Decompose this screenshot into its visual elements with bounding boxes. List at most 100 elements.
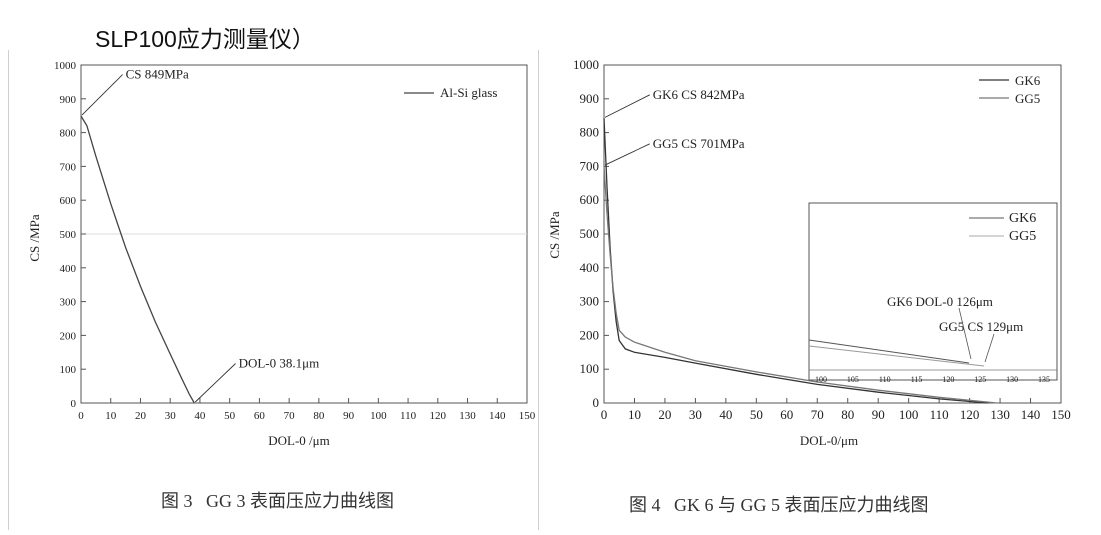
x-axis-label: DOL-0/μm bbox=[800, 433, 858, 448]
y-tick-label: 0 bbox=[71, 398, 77, 410]
y-tick-label: 400 bbox=[580, 260, 600, 275]
y-tick-label: 100 bbox=[60, 364, 77, 376]
x-tick-label: 10 bbox=[105, 410, 117, 422]
y-tick-label: 300 bbox=[60, 297, 77, 309]
annotations: CS 849MPa DOL-0 38.1μm bbox=[81, 67, 320, 403]
x-tick-label: 10 bbox=[628, 407, 641, 422]
figure-4-panel: 0 100 200 300 400 500 600 700 800 900 1000 0 10 20 30… bbox=[538, 50, 1084, 530]
y-axis-ticks: 0 100 200 300 400 500 600 700 800 900 1000 bbox=[573, 57, 609, 410]
annotation-arrow bbox=[604, 143, 650, 166]
x-tick-label: 40 bbox=[194, 410, 206, 422]
x-tick-label: 40 bbox=[719, 407, 732, 422]
annotations: GK6 CS 842MPa GG5 CS 701MPa bbox=[604, 87, 745, 166]
y-axis-label: CS /MPa bbox=[547, 211, 562, 259]
inset-legend-label: GK6 bbox=[1009, 211, 1036, 226]
y-tick-label: 200 bbox=[60, 330, 77, 342]
annotation-arrow bbox=[81, 74, 123, 116]
x-tick-label: 80 bbox=[841, 407, 854, 422]
inset-arrow bbox=[984, 333, 995, 363]
annotation-label: GK6 CS 842MPa bbox=[653, 87, 745, 102]
x-tick-label: 50 bbox=[750, 407, 763, 422]
x-tick-label: 20 bbox=[135, 410, 147, 422]
inset-x-tick-label: 110 bbox=[879, 375, 891, 384]
inset-line-gk6 bbox=[808, 339, 970, 364]
x-tick-label: 0 bbox=[601, 407, 608, 422]
x-tick-label: 80 bbox=[313, 410, 325, 422]
y-tick-label: 900 bbox=[60, 94, 77, 106]
legend-label: GG5 bbox=[1015, 91, 1040, 106]
annotation-arrow bbox=[604, 94, 650, 118]
series-lines bbox=[603, 118, 998, 404]
x-tick-label: 90 bbox=[872, 407, 885, 422]
x-tick-label: 60 bbox=[254, 410, 266, 422]
x-tick-label: 90 bbox=[343, 410, 355, 422]
inset-x-tick-label: 115 bbox=[911, 375, 923, 384]
x-tick-label: 120 bbox=[430, 410, 447, 422]
y-tick-label: 700 bbox=[580, 158, 600, 173]
y-tick-label: 800 bbox=[60, 128, 77, 140]
y-tick-label: 600 bbox=[580, 192, 600, 207]
x-tick-label: 30 bbox=[689, 407, 702, 422]
x-tick-label: 70 bbox=[811, 407, 824, 422]
figure-4-chart: 0 100 200 300 400 500 600 700 800 900 1000 0 10 20 30… bbox=[547, 57, 1071, 448]
inset-annotation: GK6 DOL-0 126μm bbox=[887, 294, 993, 309]
inset-x-tick-label: 130 bbox=[1006, 375, 1018, 384]
x-tick-label: 100 bbox=[370, 410, 387, 422]
inset-annotation: GG5 CS 129μm bbox=[939, 319, 1023, 334]
y-tick-label: 800 bbox=[580, 125, 600, 140]
annotation-label: CS 849MPa bbox=[126, 67, 189, 82]
y-tick-label: 400 bbox=[60, 263, 77, 275]
y-tick-label: 500 bbox=[60, 229, 77, 241]
figure-3-panel: 0 100 200 300 400 500 600 700 800 900 1000 0 10 20 30… bbox=[8, 50, 536, 530]
y-tick-label: 700 bbox=[60, 161, 77, 173]
x-tick-label: 110 bbox=[400, 410, 417, 422]
y-tick-label: 200 bbox=[580, 327, 600, 342]
y-tick-label: 1000 bbox=[54, 60, 77, 72]
x-tick-label: 30 bbox=[165, 410, 177, 422]
inset-arrow bbox=[958, 307, 972, 360]
x-tick-label: 130 bbox=[990, 407, 1010, 422]
y-tick-label: 600 bbox=[60, 195, 77, 207]
y-tick-label: 500 bbox=[580, 226, 600, 241]
x-tick-label: 150 bbox=[1051, 407, 1071, 422]
x-tick-label: 50 bbox=[224, 410, 236, 422]
x-axis-label: DOL-0 /μm bbox=[268, 433, 330, 448]
y-tick-label: 100 bbox=[580, 361, 600, 376]
inset-x-tick-label: 120 bbox=[942, 375, 954, 384]
figure-4-caption: 图 4 GK 6 与 GG 5 表面压应力曲线图 bbox=[629, 495, 929, 515]
x-tick-label: 130 bbox=[459, 410, 476, 422]
annotation-label: GG5 CS 701MPa bbox=[653, 136, 745, 151]
y-axis-ticks: 0 100 200 300 400 500 600 700 800 900 1000 bbox=[54, 60, 86, 410]
figure-3-caption: 图 3 GG 3 表面压应力曲线图 bbox=[161, 491, 394, 511]
legend: Al-Si glass bbox=[404, 85, 497, 100]
y-axis-label: CS /MPa bbox=[27, 214, 42, 262]
legend-label: Al-Si glass bbox=[440, 85, 497, 100]
y-tick-label: 300 bbox=[580, 294, 600, 309]
legend-label: GK6 bbox=[1015, 73, 1041, 88]
inset-x-tick-label: 105 bbox=[847, 375, 859, 384]
inset-x-tick-label: 100 bbox=[815, 375, 827, 384]
x-axis-ticks: 0 10 20 30 40 50 60 70 80 90 100 110 120 130 140 150 bbox=[601, 398, 1071, 422]
inset-x-tick-label: 135 bbox=[1038, 375, 1050, 384]
legend: GK6 GG5 bbox=[979, 73, 1041, 106]
x-tick-label: 70 bbox=[284, 410, 296, 422]
inset-x-ticks: 100 105 110 115 120 125 130 135 bbox=[815, 375, 1050, 384]
x-tick-label: 140 bbox=[1021, 407, 1041, 422]
inset-legend-label: GG5 bbox=[1009, 229, 1036, 244]
x-tick-label: 0 bbox=[78, 410, 84, 422]
y-tick-label: 0 bbox=[593, 395, 600, 410]
series-lines bbox=[80, 115, 195, 404]
x-tick-label: 120 bbox=[960, 407, 980, 422]
x-tick-label: 140 bbox=[489, 410, 506, 422]
figure-3-chart: 0 100 200 300 400 500 600 700 800 900 1000 0 10 20 30… bbox=[27, 60, 536, 448]
series-line-gg5 bbox=[603, 166, 998, 404]
inset-x-tick-label: 125 bbox=[974, 375, 986, 384]
inset-line-gg5 bbox=[808, 345, 985, 367]
x-tick-label: 20 bbox=[658, 407, 671, 422]
y-tick-label: 1000 bbox=[573, 57, 599, 72]
x-tick-label: 100 bbox=[899, 407, 919, 422]
x-tick-label: 60 bbox=[780, 407, 793, 422]
y-tick-label: 900 bbox=[580, 91, 600, 106]
x-tick-label: 150 bbox=[519, 410, 536, 422]
annotation-label: DOL-0 38.1μm bbox=[239, 356, 320, 371]
